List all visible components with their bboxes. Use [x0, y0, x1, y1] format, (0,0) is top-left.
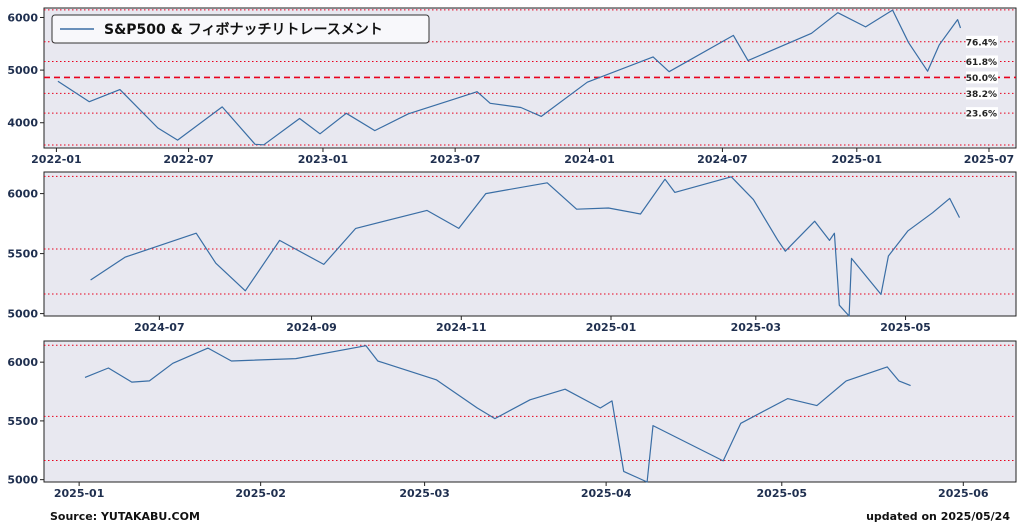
x-tick-label: 2025-06 — [938, 487, 989, 500]
chart-panel-3: 5000 5500 6000 2025-01 2025-02 2025-03 2025-04… — [7, 340, 1017, 500]
x-tick-label: 2025-03 — [731, 321, 782, 334]
updated-label: updated on 2025/05/24 — [866, 510, 1010, 523]
x-tick-label: 2024-11 — [436, 321, 487, 334]
x-tick-label: 2022-01 — [31, 153, 82, 166]
x-tick-label: 2025-01 — [832, 153, 883, 166]
fib-level-label: 38.2% — [966, 90, 997, 100]
x-tick-label: 2024-07 — [697, 153, 748, 166]
x-tick-label: 2025-02 — [235, 487, 286, 500]
fib-label-bg — [966, 71, 998, 84]
y-tick-label: 5500 — [7, 248, 38, 261]
x-tick-label: 2023-01 — [298, 153, 349, 166]
y-tick-label: 5500 — [7, 415, 38, 428]
legend-box — [51, 14, 430, 44]
y-tick-label: 5000 — [7, 474, 38, 487]
fib-level-label: 76.4% — [966, 38, 997, 48]
x-tick-label: 2025-01 — [54, 487, 105, 500]
x-tick-label: 2024-01 — [564, 153, 615, 166]
x-tick-label: 2025-03 — [399, 487, 450, 500]
y-tick-label: 5000 — [7, 64, 38, 77]
y-tick-label: 5000 — [7, 308, 38, 321]
chart-panel-2: 5000 5500 6000 2024-07 2024-09 2024-11 2025-01… — [7, 171, 1017, 334]
x-tick-label: 2025-01 — [586, 321, 637, 334]
y-tick-label: 6000 — [7, 11, 38, 24]
legend: S&P500 & フィボナッチリトレースメント — [51, 14, 430, 44]
x-tick-label: 2025-05 — [880, 321, 931, 334]
x-tick-label: 2022-07 — [163, 153, 214, 166]
sp500-line — [84, 345, 911, 483]
plot-area — [43, 340, 1017, 483]
fib-label-bg — [966, 107, 998, 120]
fib-level-label: 23.6% — [966, 110, 997, 120]
y-tick-label: 6000 — [7, 356, 38, 369]
chart-panel-1: 4000 5000 6000 2022-01 2022-07 2023-01 2023-07… — [7, 7, 1017, 166]
x-tick-label: 2025-05 — [757, 487, 808, 500]
x-tick-label: 2025-04 — [581, 487, 632, 500]
legend-label: S&P500 & フィボナッチリトレースメント — [104, 22, 383, 38]
x-tick-label: 2024-07 — [134, 321, 185, 334]
x-tick-label: 2023-07 — [430, 153, 481, 166]
fib-label-bg — [966, 35, 998, 48]
fib-level-label: 61.8% — [966, 58, 997, 68]
x-tick-label: 2025-07 — [964, 153, 1015, 166]
source-label: Source: YUTAKABU.COM — [50, 510, 200, 523]
x-tick-label: 2024-09 — [286, 321, 337, 334]
fib-label-bg — [966, 87, 998, 100]
y-tick-label: 6000 — [7, 188, 38, 201]
plot-area — [43, 171, 1017, 317]
y-tick-label: 4000 — [7, 117, 38, 130]
fib-label-bg — [966, 55, 998, 68]
sp500-line — [57, 9, 962, 146]
fib-level-label: 50.0% — [966, 74, 997, 84]
sp500-line — [90, 176, 961, 317]
